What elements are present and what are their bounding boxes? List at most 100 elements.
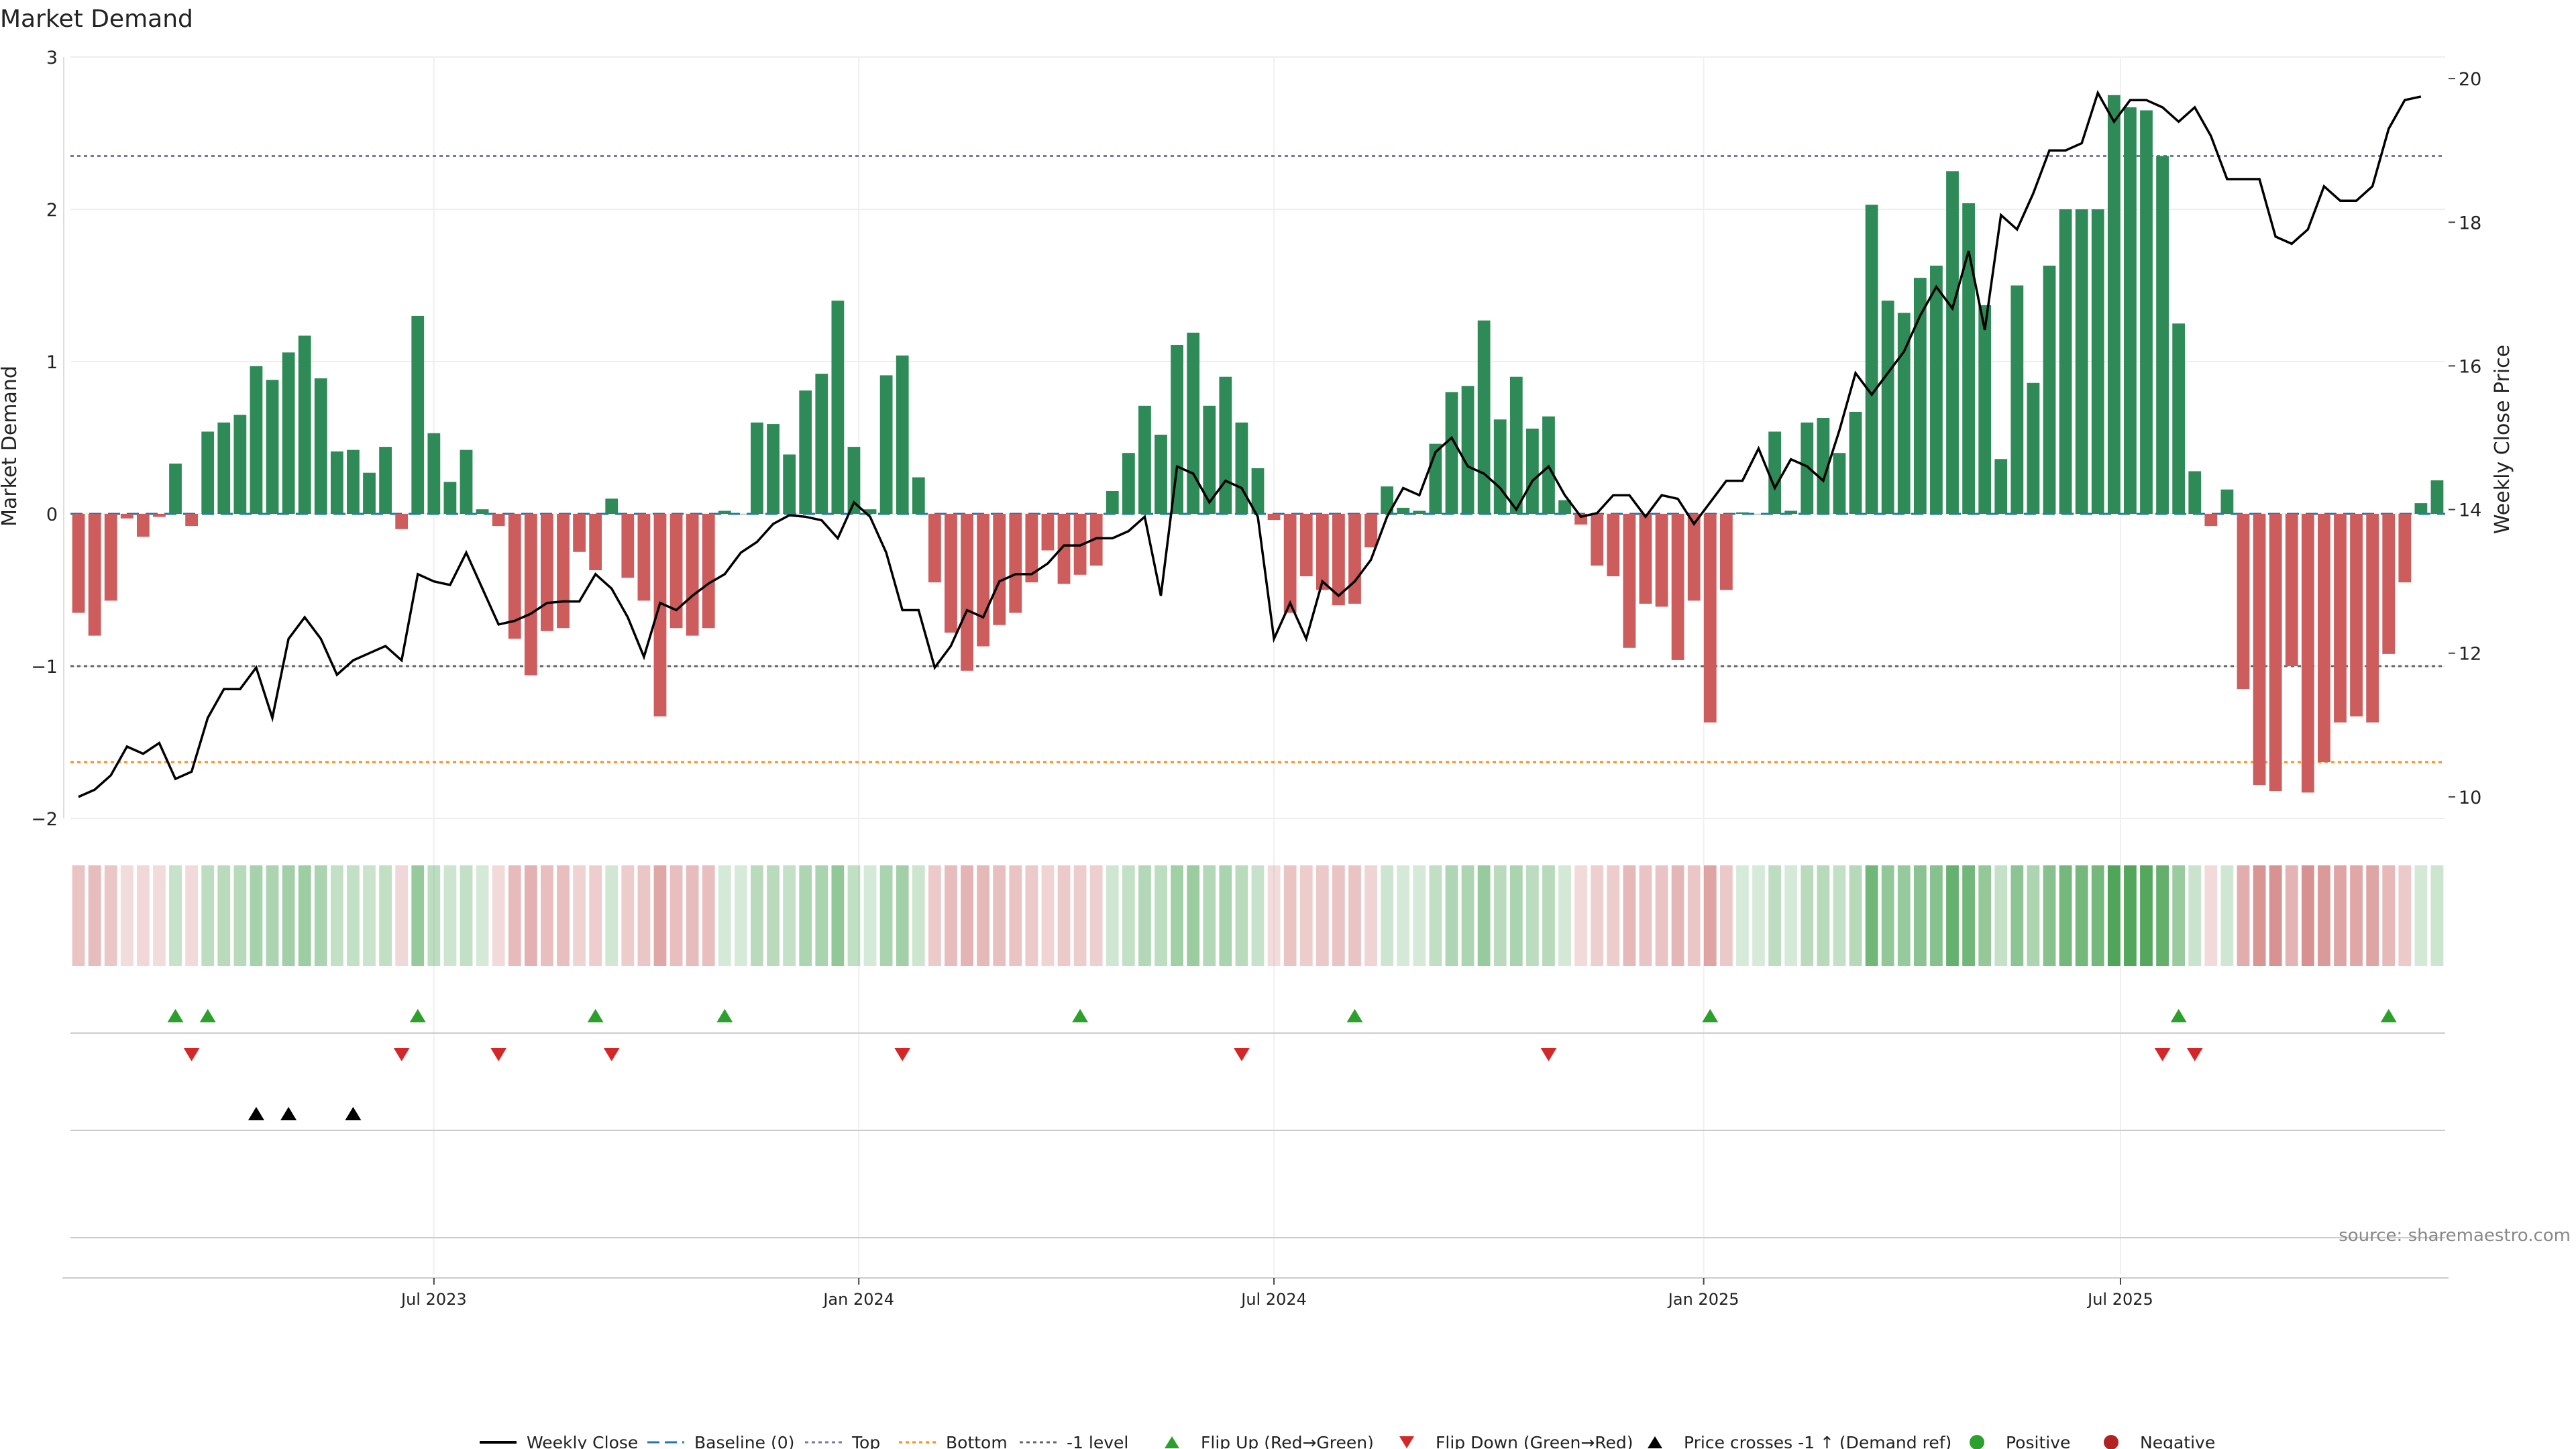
demand-bar xyxy=(799,390,812,514)
signal-rows xyxy=(62,1009,2449,1279)
demand-bar xyxy=(1591,514,1604,566)
band-cell xyxy=(2237,865,2250,966)
demand-bar xyxy=(1607,514,1620,577)
y-tick-label: −1 xyxy=(31,657,58,678)
demand-bar xyxy=(1106,490,1119,514)
demand-bar xyxy=(217,422,231,514)
demand-bar xyxy=(702,514,715,629)
demand-bar xyxy=(977,514,990,647)
band-cell xyxy=(541,865,553,966)
demand-bar xyxy=(993,514,1006,625)
band-cell xyxy=(896,865,909,966)
demand-bar xyxy=(928,514,941,583)
band-cell xyxy=(250,865,263,966)
band-cell xyxy=(1525,865,1539,966)
band-cell xyxy=(1219,865,1232,966)
demand-bar xyxy=(1283,514,1297,613)
legend-label: -1 level xyxy=(1067,1433,1128,1449)
demand-bar xyxy=(379,447,392,514)
band-cell xyxy=(1283,865,1297,966)
band-cell xyxy=(524,865,537,966)
band-cell xyxy=(298,865,311,966)
demand-bar xyxy=(185,514,199,527)
band-cell xyxy=(1591,865,1604,966)
demand-bar xyxy=(896,355,909,514)
band-cell xyxy=(1332,865,1345,966)
y-tick-label: −2 xyxy=(31,809,58,830)
band-cell xyxy=(589,865,602,966)
demand-bar xyxy=(88,514,101,636)
demand-bar xyxy=(443,482,457,514)
demand-bar xyxy=(1267,514,1281,521)
demand-bar xyxy=(1203,405,1216,514)
band-cell xyxy=(1267,865,1281,966)
demand-bar xyxy=(1187,332,1200,514)
demand-bar xyxy=(605,498,619,514)
demand-bar xyxy=(1509,376,1523,514)
y2-axis-label: Weekly Close Price xyxy=(2491,345,2514,534)
demand-bar xyxy=(72,514,85,613)
demand-bar xyxy=(718,511,731,514)
demand-bar xyxy=(2220,489,2234,514)
cross-up-marker xyxy=(248,1107,264,1120)
band-cell xyxy=(945,865,957,966)
band-cell xyxy=(1122,865,1135,966)
band-cell xyxy=(621,865,635,966)
band-cell xyxy=(217,865,231,966)
demand-bar xyxy=(2398,514,2412,583)
demand-bar xyxy=(1171,345,1183,514)
band-cell xyxy=(1994,865,2008,966)
demand-bar xyxy=(1348,514,1361,604)
demand-bar xyxy=(2430,480,2444,514)
band-cell xyxy=(1073,865,1087,966)
reference-lines xyxy=(70,155,2445,763)
demand-bar xyxy=(653,514,667,716)
demand-bar xyxy=(282,352,295,514)
band-cell xyxy=(783,865,796,966)
band-cell xyxy=(2204,865,2218,966)
demand-bar xyxy=(1445,392,1458,514)
band-cell xyxy=(1671,865,1684,966)
band-cell xyxy=(1477,865,1491,966)
band-cell xyxy=(1364,865,1377,966)
demand-bar xyxy=(104,514,117,601)
demand-bar xyxy=(767,424,780,514)
demand-bar xyxy=(330,451,343,514)
demand-bar xyxy=(1364,514,1377,547)
band-cell xyxy=(751,865,763,966)
demand-bar xyxy=(1009,514,1022,613)
band-cell xyxy=(557,865,570,966)
band-cell xyxy=(201,865,215,966)
demand-bar xyxy=(1525,428,1539,514)
demand-bar xyxy=(1477,320,1491,514)
x-tick-label: Jan 2024 xyxy=(822,1290,894,1309)
y-axis-label: Market Demand xyxy=(0,366,21,527)
band-cell xyxy=(153,865,166,966)
demand-bar xyxy=(1219,376,1232,514)
demand-bar xyxy=(2285,514,2298,666)
band-cell xyxy=(2220,865,2234,966)
x-tick-label: Jul 2023 xyxy=(400,1290,467,1309)
band-cell xyxy=(1687,865,1701,966)
band-cell xyxy=(185,865,199,966)
band-cell xyxy=(1913,865,1927,966)
band-cell xyxy=(1509,865,1523,966)
band-cell xyxy=(799,865,812,966)
band-cell xyxy=(1703,865,1717,966)
band-cell xyxy=(1801,865,1814,966)
demand-bar xyxy=(250,366,263,514)
legend-swatch xyxy=(1648,1436,1662,1448)
band-cell xyxy=(1251,865,1265,966)
legend-label: Flip Down (Green→Red) xyxy=(1436,1433,1633,1449)
legend-label: Flip Up (Red→Green) xyxy=(1201,1433,1374,1449)
demand-bar xyxy=(961,514,973,671)
band-cell xyxy=(2334,865,2347,966)
legend-label: Negative xyxy=(2140,1433,2215,1449)
band-cell xyxy=(2172,865,2186,966)
band-cell xyxy=(1155,865,1167,966)
demand-bar xyxy=(1316,514,1329,590)
y2-tick-label: 20 xyxy=(2459,69,2481,90)
y-tick-label: 1 xyxy=(46,352,58,373)
y2-tick-label: 16 xyxy=(2459,356,2481,377)
demand-bar xyxy=(1558,500,1571,514)
